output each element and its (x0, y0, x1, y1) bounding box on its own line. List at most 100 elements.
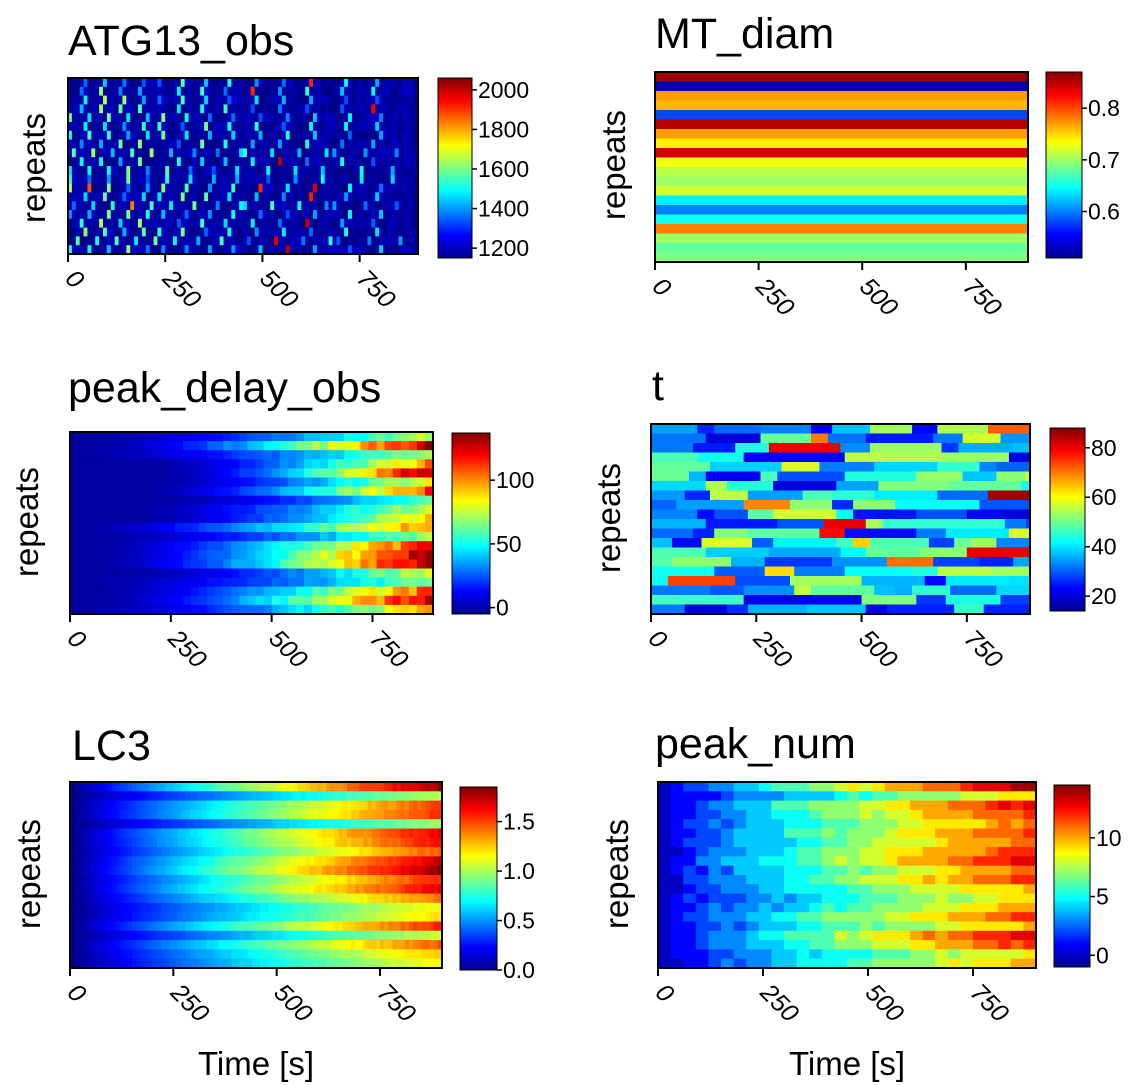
heatmap-cell (802, 462, 808, 473)
heatmap-cell (684, 424, 690, 435)
heatmap-cell (886, 557, 892, 568)
heatmap-cell (352, 532, 361, 542)
heatmap-cell (289, 236, 295, 246)
heatmap-cell (663, 500, 669, 511)
heatmap-cell (400, 513, 410, 524)
heatmap-cell (142, 459, 152, 469)
heatmap-cell (322, 800, 327, 811)
heatmap-cell (324, 104, 330, 114)
heatmap-cell (836, 576, 842, 587)
heatmap-cell (344, 459, 353, 469)
heatmap-cell (802, 557, 808, 568)
heatmap-cell (173, 166, 178, 176)
heatmap-cell (768, 576, 774, 587)
heatmap-cell (344, 559, 353, 570)
heatmap-cell (384, 504, 394, 515)
heatmap-cell (247, 532, 257, 542)
heatmap-cell (153, 236, 159, 246)
heatmap-cell (806, 576, 812, 587)
x-tick-label: 750 (364, 624, 413, 673)
heatmap-cell (254, 130, 260, 141)
heatmap-cell (760, 585, 766, 596)
heatmap-cell (924, 509, 930, 520)
heatmap-cell (114, 201, 120, 211)
heatmap-cell (157, 104, 162, 114)
heatmap-cell (344, 532, 353, 542)
heatmap-cell (174, 468, 184, 479)
heatmap-cell (651, 547, 656, 558)
heatmap-cell (371, 192, 376, 202)
heatmap-cell (886, 576, 892, 587)
heatmap-cell (215, 559, 224, 570)
heatmap-cell (1013, 528, 1018, 539)
heatmap-cell (1000, 576, 1006, 587)
heatmap-cell (376, 459, 386, 469)
heatmap-cell (71, 210, 77, 220)
heatmap-cell (320, 148, 326, 158)
heatmap-cell (344, 523, 353, 533)
heatmap-cell (279, 595, 289, 606)
heatmap-cell (359, 791, 365, 802)
heatmap-cell (156, 782, 162, 792)
heatmap-cell (161, 122, 166, 132)
heatmap-cell (301, 201, 306, 211)
heatmap-cell (903, 471, 909, 482)
heatmap-cell (693, 528, 698, 539)
heatmap-cell (157, 139, 162, 149)
heatmap-cell (208, 183, 213, 193)
heatmap-cell (204, 201, 209, 211)
heatmap-cell (390, 130, 396, 141)
heatmap-cell (773, 585, 778, 596)
heatmap-cell (219, 122, 225, 132)
heatmap-cell (200, 78, 205, 88)
heatmap-cell (255, 504, 265, 515)
heatmap-cell (359, 122, 365, 132)
heatmap-cell (920, 500, 926, 511)
heatmap-cell (368, 468, 378, 479)
heatmap-cell (134, 113, 139, 123)
heatmap-cell (714, 528, 719, 539)
heatmap-cell (219, 245, 225, 255)
heatmap-cell (313, 227, 318, 237)
heatmap-cell (169, 95, 174, 105)
heatmap-cell (819, 566, 825, 577)
heatmap-cell (285, 210, 291, 220)
heatmap-cell (289, 782, 294, 792)
heatmap-cell (287, 495, 297, 506)
heatmap-cell (410, 227, 415, 237)
heatmap-cell (903, 538, 909, 549)
heatmap-cell (392, 486, 402, 497)
heatmap-cell (71, 130, 77, 141)
heatmap-cell (79, 166, 85, 176)
heatmap-cell (739, 595, 745, 606)
heatmap-cell (176, 122, 182, 132)
heatmap-cell (1008, 528, 1014, 539)
heatmap-cell (174, 577, 184, 588)
heatmap-cell (293, 166, 299, 176)
heatmap-cell (655, 595, 661, 606)
heatmap-cell (270, 183, 275, 193)
heatmap-cell (992, 462, 997, 473)
heatmap-cell (320, 192, 326, 202)
heatmap-cell (142, 586, 152, 597)
heatmap-cell (655, 519, 661, 530)
heatmap-cell (414, 86, 419, 97)
heatmap-cell (264, 809, 269, 820)
heatmap-cell (208, 104, 213, 114)
heatmap-cell (68, 210, 73, 220)
heatmap-cell (344, 174, 349, 185)
heatmap-cell (1000, 433, 1006, 444)
heatmap-cell (735, 471, 741, 482)
heatmap-cell (285, 130, 291, 141)
heatmap-cell (823, 471, 829, 482)
heatmap-cell (94, 459, 103, 469)
heatmap-cell (305, 113, 310, 123)
heatmap-cell (655, 585, 661, 596)
heatmap-cell (344, 183, 349, 193)
heatmap-cell (235, 95, 240, 105)
heatmap-cell (324, 157, 330, 167)
heatmap-cell (223, 192, 229, 202)
heatmap-cell (281, 236, 287, 246)
heatmap-cell (140, 819, 145, 830)
